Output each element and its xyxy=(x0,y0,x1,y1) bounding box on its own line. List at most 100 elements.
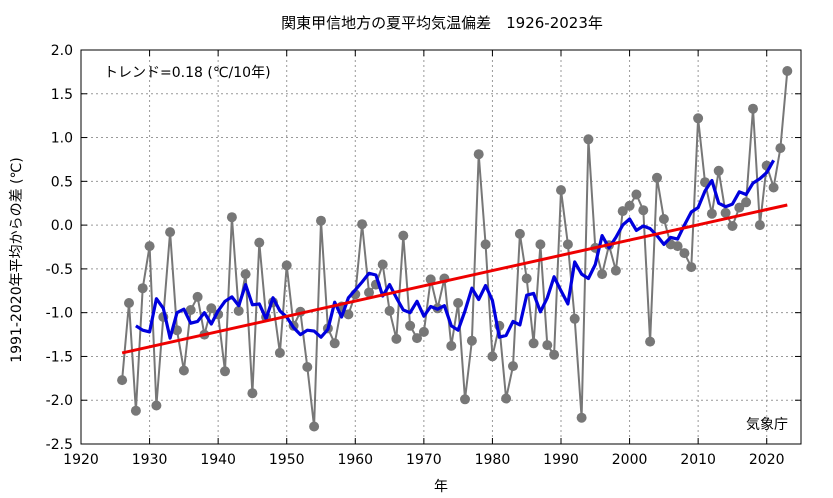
y-tick-label: 0.5 xyxy=(51,174,73,190)
x-tick-label: 1960 xyxy=(337,452,373,468)
annual-point xyxy=(556,185,566,196)
annual-point xyxy=(377,259,388,270)
annual-point xyxy=(466,335,477,346)
annual-point xyxy=(418,326,429,337)
annual-point xyxy=(706,208,717,219)
annual-point xyxy=(514,228,525,239)
annual-point xyxy=(247,388,258,399)
annual-point xyxy=(542,340,553,351)
annual-point xyxy=(302,362,313,372)
moving-average-line xyxy=(135,159,775,340)
annual-point xyxy=(569,313,580,324)
annual-point xyxy=(782,66,793,76)
annual-point xyxy=(233,305,244,316)
annual-point xyxy=(316,215,326,226)
annual-point xyxy=(638,205,649,216)
y-tick-label: 2.0 xyxy=(51,43,73,59)
annual-point xyxy=(398,230,409,241)
annual-point xyxy=(754,220,765,231)
annual-point xyxy=(405,320,416,331)
y-tick-label: -1.5 xyxy=(46,349,73,365)
annual-point xyxy=(713,165,724,176)
annual-point xyxy=(597,269,608,280)
annual-point xyxy=(281,260,292,271)
annual-point xyxy=(384,305,395,316)
annual-point xyxy=(425,274,436,285)
x-tick-label: 1920 xyxy=(63,452,99,468)
trend-annotation: トレンド=0.18 (℃/10年) xyxy=(104,65,271,81)
y-tick-label: -1.0 xyxy=(46,306,73,322)
annual-point xyxy=(274,347,285,358)
annual-point xyxy=(672,241,683,252)
x-tick-label: 2010 xyxy=(680,452,716,468)
annual-point xyxy=(521,273,532,284)
annual-point xyxy=(576,412,587,423)
annual-point xyxy=(391,333,402,344)
annual-point xyxy=(652,172,662,183)
y-tick-label: -2.5 xyxy=(46,437,73,453)
annual-point xyxy=(240,269,251,280)
x-tick-label: 2000 xyxy=(612,452,648,468)
annual-point xyxy=(329,338,340,349)
annual-point xyxy=(412,333,422,344)
annual-point xyxy=(775,143,786,154)
annual-point xyxy=(130,405,141,416)
annual-point xyxy=(446,340,457,351)
annual-point xyxy=(624,200,635,211)
annual-point xyxy=(117,375,128,386)
annual-point xyxy=(178,365,189,376)
annual-point xyxy=(631,189,642,200)
annual-point xyxy=(686,262,697,273)
series-layer xyxy=(117,66,793,432)
annual-point xyxy=(137,283,148,294)
chart-title: 関東甲信地方の夏平均気温偏差 1926-2023年 xyxy=(281,14,603,32)
x-tick-labels: 1920 1930 1940 1950 1960 1970 1980 1990 2000 2010… xyxy=(63,452,784,468)
annual-point xyxy=(528,338,539,349)
annual-point xyxy=(460,394,470,405)
annual-point xyxy=(734,202,745,213)
annual-point xyxy=(309,421,320,432)
annual-point xyxy=(617,206,628,217)
annual-point xyxy=(206,303,217,314)
annual-point xyxy=(480,239,491,250)
annual-point xyxy=(192,291,203,302)
x-tick-label: 1970 xyxy=(406,452,442,468)
annual-point xyxy=(501,393,512,404)
annual-point xyxy=(562,239,573,250)
annual-point xyxy=(165,227,176,238)
annual-point xyxy=(720,207,731,218)
annual-point xyxy=(741,197,752,208)
annual-point xyxy=(220,366,230,377)
annual-point xyxy=(185,305,196,315)
x-axis-label: 年 xyxy=(434,479,448,495)
plot-frame xyxy=(80,49,802,445)
y-tick-label: -2.0 xyxy=(46,393,73,409)
annual-point xyxy=(583,134,594,145)
x-tick-label: 1990 xyxy=(543,452,579,468)
annual-point xyxy=(727,221,738,231)
annual-point xyxy=(535,239,546,250)
x-tick-label: 1950 xyxy=(269,452,305,468)
annual-point xyxy=(693,113,704,124)
annual-point xyxy=(151,400,162,411)
annual-point xyxy=(473,149,484,160)
annual-point xyxy=(364,287,374,298)
annual-point xyxy=(124,298,134,308)
annual-point xyxy=(453,298,464,308)
annual-point xyxy=(254,237,265,248)
annual-point xyxy=(508,361,518,372)
x-tick-label: 1980 xyxy=(475,452,511,468)
annual-point xyxy=(343,309,354,320)
annual-point xyxy=(768,182,779,193)
annual-point xyxy=(645,336,656,347)
trend-line xyxy=(121,203,788,355)
annual-point xyxy=(357,219,368,230)
y-tick-label: 1.5 xyxy=(51,87,73,103)
source-label: 気象庁 xyxy=(746,417,788,433)
annual-point xyxy=(487,351,498,362)
annual-point xyxy=(610,265,621,276)
annual-point xyxy=(658,214,669,224)
y-axis-label: 1991-2020年平均からの差 (℃) xyxy=(9,157,25,362)
y-tick-label: 1.0 xyxy=(51,131,73,147)
